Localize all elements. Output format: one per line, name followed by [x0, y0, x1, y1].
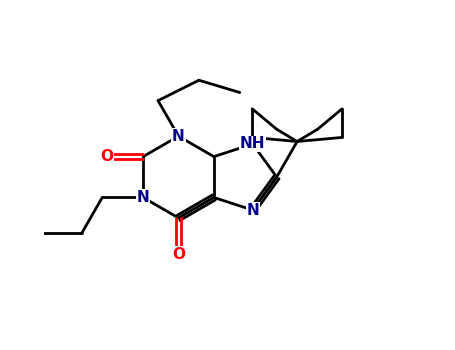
Text: N: N	[172, 129, 185, 144]
Text: O: O	[172, 247, 185, 262]
Text: O: O	[100, 149, 113, 164]
Text: N: N	[137, 190, 150, 205]
Text: N: N	[246, 203, 259, 218]
Text: NH: NH	[240, 136, 265, 152]
